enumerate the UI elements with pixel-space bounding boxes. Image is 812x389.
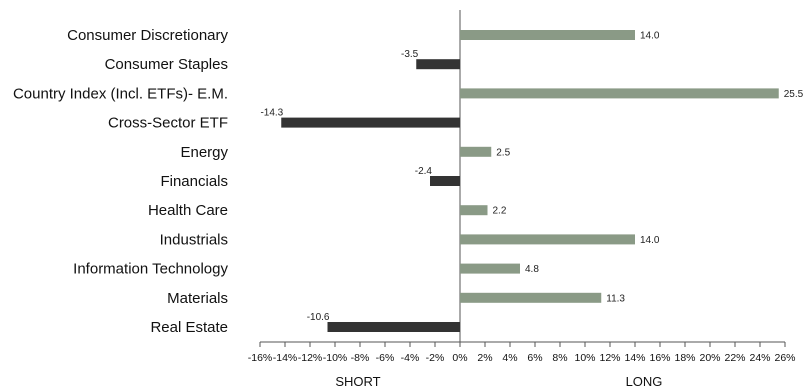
x-tick-label: 6% <box>527 352 542 364</box>
x-tick-label: -10% <box>323 352 348 364</box>
bar-3 <box>281 117 460 128</box>
x-tick-label: -4% <box>401 352 420 364</box>
category-label-4: Energy <box>180 144 228 161</box>
x-tick-label: -16% <box>248 352 273 364</box>
x-tick-label: -12% <box>298 352 323 364</box>
value-label-5: -2.4 <box>415 166 433 177</box>
long-axis-title: LONG <box>626 374 663 389</box>
x-tick-label: 14% <box>624 352 645 364</box>
category-label-8: Information Technology <box>73 261 228 278</box>
category-label-5: Financials <box>160 173 228 190</box>
category-label-3: Cross-Sector ETF <box>108 115 228 132</box>
value-label-6: 2.2 <box>493 206 507 217</box>
value-label-2: 25.5 <box>784 89 804 100</box>
bar-8 <box>460 263 520 274</box>
value-label-10: -10.6 <box>307 312 330 323</box>
value-label-1: -3.5 <box>401 49 419 60</box>
x-tick-label: 12% <box>599 352 620 364</box>
bar-1 <box>416 59 460 70</box>
category-label-2: Country Index (Incl. ETFs)- E.M. <box>13 85 228 102</box>
x-tick-label: -2% <box>426 352 445 364</box>
category-label-10: Real Estate <box>150 319 228 336</box>
value-label-9: 11.3 <box>606 293 625 304</box>
short-axis-title: SHORT <box>335 374 380 389</box>
bar-10 <box>327 322 460 332</box>
value-label-8: 4.8 <box>525 264 539 275</box>
x-tick-label: -6% <box>376 352 395 364</box>
x-tick-label: 4% <box>502 352 517 364</box>
bar-7 <box>460 234 635 245</box>
bar-6 <box>460 205 488 216</box>
x-tick-label: 16% <box>649 352 670 364</box>
value-label-4: 2.5 <box>496 147 510 158</box>
category-label-9: Materials <box>167 290 228 307</box>
bar-4 <box>460 146 492 157</box>
x-tick-label: 0% <box>452 352 467 364</box>
category-label-0: Consumer Discretionary <box>67 27 228 44</box>
bar-9 <box>460 292 602 303</box>
bar-2 <box>460 88 779 99</box>
category-label-7: Industrials <box>160 231 228 248</box>
value-label-0: 14.0 <box>640 31 660 42</box>
x-tick-label: 24% <box>749 352 770 364</box>
x-tick-label: 18% <box>674 352 695 364</box>
x-tick-label: -8% <box>351 352 370 364</box>
x-tick-label: 26% <box>774 352 795 364</box>
x-tick-label: 2% <box>477 352 492 364</box>
value-label-3: -14.3 <box>260 108 283 119</box>
x-tick-label: 22% <box>724 352 745 364</box>
bar-0 <box>460 30 635 40</box>
x-tick-label: -14% <box>273 352 298 364</box>
category-label-6: Health Care <box>148 202 228 219</box>
category-label-1: Consumer Staples <box>105 56 228 73</box>
x-tick-label: 8% <box>552 352 567 364</box>
bar-5 <box>430 176 460 186</box>
value-label-7: 14.0 <box>640 235 660 246</box>
x-tick-label: 10% <box>574 352 595 364</box>
x-tick-label: 20% <box>699 352 720 364</box>
